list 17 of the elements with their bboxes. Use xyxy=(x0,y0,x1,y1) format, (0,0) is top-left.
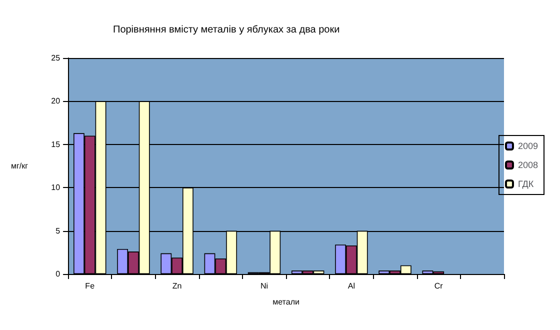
y-tick-label: 5 xyxy=(56,226,61,236)
y-tick-label: 25 xyxy=(51,54,61,62)
x-tick-label: Ni xyxy=(260,282,268,290)
x-axis-title: метали xyxy=(272,298,300,306)
legend-label: 2008 xyxy=(518,160,538,170)
y-tick-label: 10 xyxy=(51,183,61,192)
x-tick-label: Zn xyxy=(172,282,182,290)
legend-label: ГДК xyxy=(518,179,534,189)
x-tick-label: Fe xyxy=(85,282,96,290)
chart-title: Порівняння вмісту металів у яблуках за два роки xyxy=(113,24,340,36)
x-tick-label: Cr xyxy=(434,282,444,290)
y-tick-label: 20 xyxy=(51,96,61,106)
legend-label: 2009 xyxy=(518,141,538,151)
x-tick-label: Al xyxy=(348,282,356,290)
y-tick-label: 0 xyxy=(56,270,61,278)
y-axis-title: мг/кг xyxy=(10,162,28,170)
y-tick-label: 15 xyxy=(51,140,61,149)
